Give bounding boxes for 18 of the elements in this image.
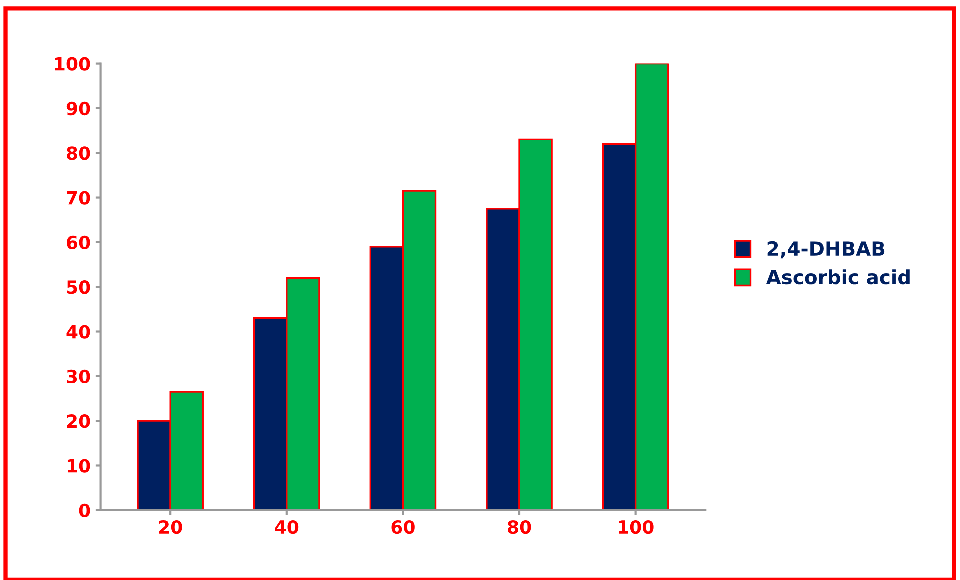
y-tick-label: 40 (66, 325, 90, 339)
y-tick-label: 10 (68, 459, 90, 473)
y-tick-label: 80 (67, 146, 90, 160)
legend-label: 2,4-DHBAB (768, 241, 885, 259)
y-tick-label: 70 (67, 191, 90, 205)
x-tick-label: 20 (159, 520, 182, 534)
y-tick-label: 100 (55, 57, 90, 71)
y-tick-label: 90 (66, 102, 90, 116)
y-tick-label: 20 (67, 414, 90, 428)
y-tick-label: 50 (67, 280, 90, 294)
x-tick-label: 60 (392, 520, 415, 534)
legend-label: Ascorbic acid (766, 270, 910, 285)
y-tick-label: 60 (67, 236, 90, 250)
x-tick-label: 40 (275, 520, 299, 534)
y-tick-label: 0 (79, 504, 90, 518)
x-tick-label: 100 (619, 520, 654, 534)
x-tick-label: 80 (508, 520, 532, 534)
y-tick-label: 30 (67, 370, 90, 384)
